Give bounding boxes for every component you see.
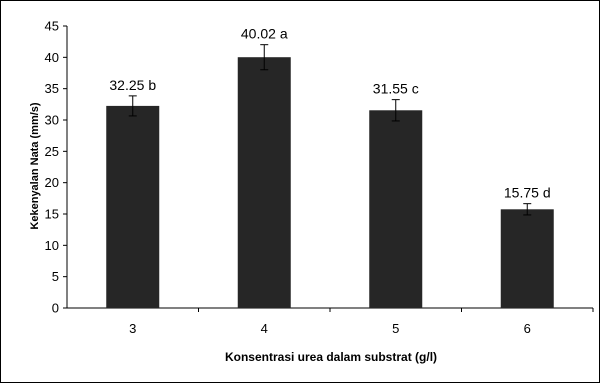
x-axis-label: Konsentrasi urea dalam substrat (g/l) — [225, 350, 437, 364]
y-tick-label: 20 — [45, 175, 59, 190]
y-tick-label: 30 — [45, 113, 59, 128]
y-tick-label: 0 — [52, 301, 59, 316]
chart-bars: 32.25 b 40.02 a 31.55 c 15.75 d — [106, 26, 554, 309]
y-tick-label: 45 — [45, 19, 59, 34]
y-tick-label: 35 — [45, 81, 59, 96]
y-tick-label: 10 — [45, 238, 59, 253]
bar — [106, 105, 160, 309]
bar — [500, 209, 554, 308]
y-tick-label: 15 — [45, 207, 59, 222]
x-tick-label: 3 — [129, 321, 136, 336]
bar — [237, 57, 291, 308]
x-tick-label: 6 — [524, 321, 531, 336]
bar — [369, 110, 423, 308]
data-label: 15.75 d — [504, 185, 551, 201]
y-axis-label: Kekenyalan Nata (mm/s) — [29, 102, 41, 229]
data-label: 32.25 b — [109, 77, 156, 93]
x-tick-label: 4 — [261, 321, 268, 336]
data-label: 40.02 a — [241, 26, 288, 42]
y-tick-label: 25 — [45, 144, 59, 159]
x-tick-label: 5 — [392, 321, 399, 336]
data-label: 31.55 c — [373, 81, 419, 97]
y-tick-label: 5 — [52, 269, 59, 284]
y-tick-label: 40 — [45, 50, 59, 65]
